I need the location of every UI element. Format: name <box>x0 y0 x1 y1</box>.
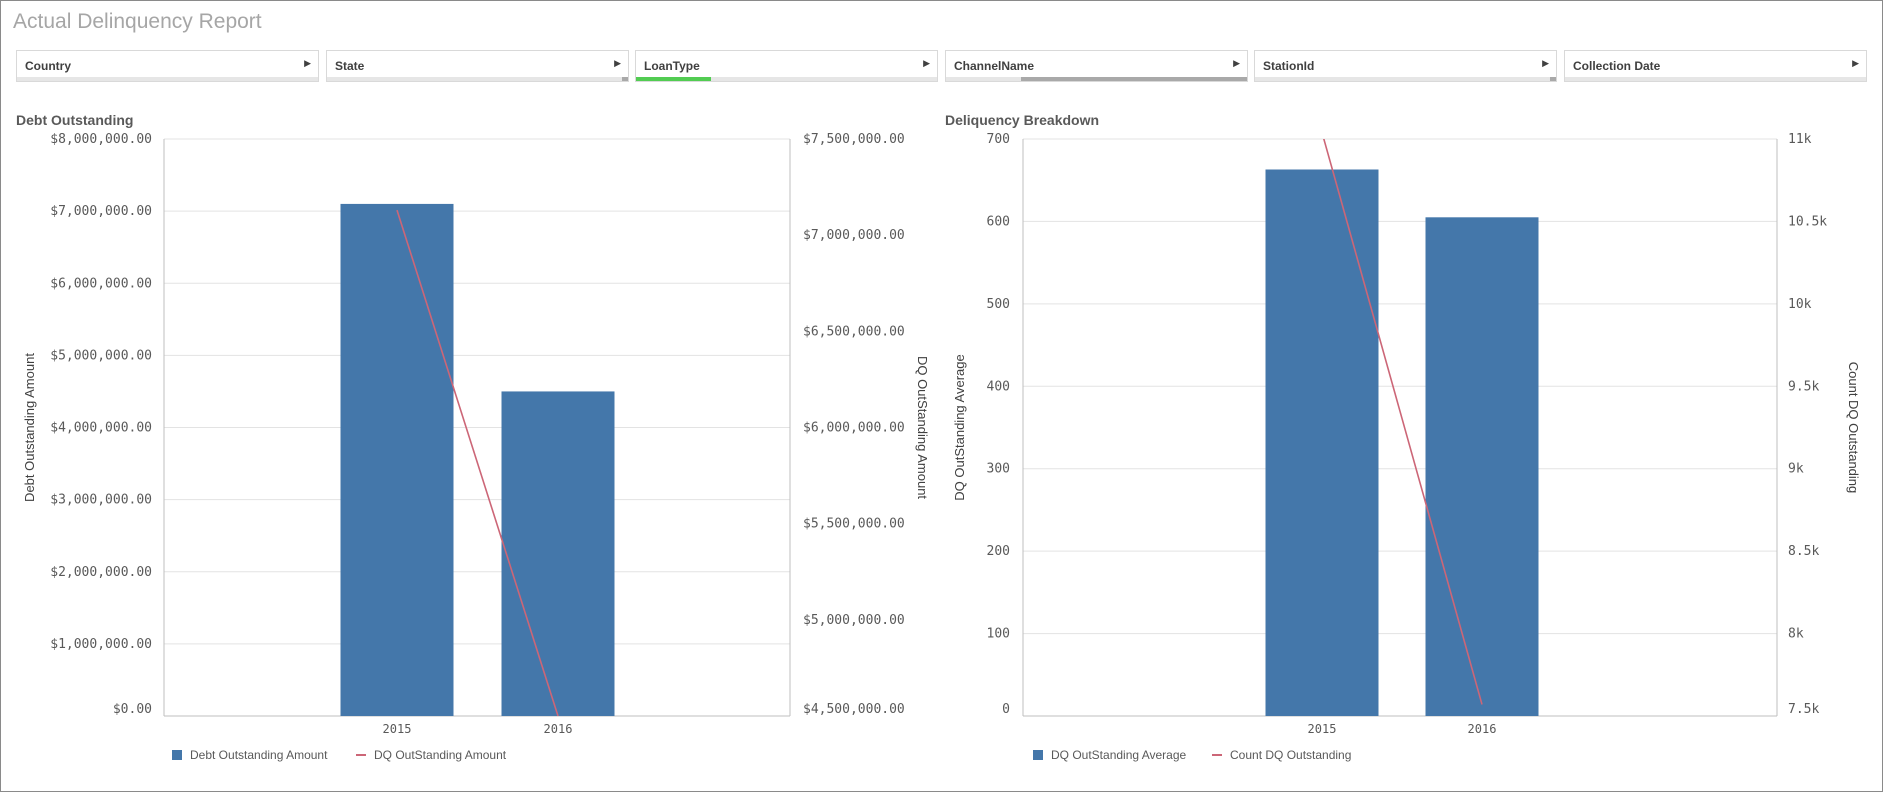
bar <box>501 391 615 716</box>
y2-axis-title: Count DQ Outstanding <box>1846 362 1861 494</box>
filter-bar: Country ▶ State ▶ LoanType ▶ ChannelName… <box>16 50 1869 83</box>
expand-arrow-icon: ▶ <box>614 58 621 68</box>
y2-tick-label: 8k <box>1788 627 1804 642</box>
selection-segment <box>1549 77 1556 81</box>
filter-country[interactable]: Country ▶ <box>16 50 319 82</box>
selection-segment <box>621 77 628 81</box>
selection-bar <box>17 77 318 81</box>
y2-tick-label: $6,000,000.00 <box>803 421 905 436</box>
y-tick-label: 300 <box>987 462 1010 477</box>
filter-label: Collection Date <box>1573 59 1661 73</box>
delinquency-breakdown-title: Deliquency Breakdown <box>945 112 1100 128</box>
expand-arrow-icon: ▶ <box>923 58 930 68</box>
y-tick-label: 400 <box>987 379 1010 394</box>
y2-tick-label: $5,500,000.00 <box>803 517 905 532</box>
legend-line-label: Count DQ Outstanding <box>1230 748 1351 762</box>
y-tick-label: $1,000,000.00 <box>50 637 152 652</box>
y2-tick-label: $7,500,000.00 <box>803 132 905 147</box>
legend-bar-swatch <box>172 750 182 760</box>
filter-stationid[interactable]: StationId ▶ <box>1254 50 1557 82</box>
selection-bar <box>1255 77 1556 81</box>
legend-bar-label: Debt Outstanding Amount <box>190 748 328 762</box>
y2-tick-label: $6,500,000.00 <box>803 324 905 339</box>
filter-label: State <box>335 59 365 73</box>
filter-state[interactable]: State ▶ <box>326 50 629 82</box>
y2-tick-label: 9.5k <box>1788 379 1819 394</box>
filter-label: Country <box>25 59 71 73</box>
x-tick-label: 2015 <box>383 722 412 736</box>
y2-tick-label: 11k <box>1788 132 1812 147</box>
expand-arrow-icon: ▶ <box>1542 58 1549 68</box>
filter-label: LoanType <box>644 59 700 73</box>
y-tick-label: 200 <box>987 544 1010 559</box>
x-tick-label: 2015 <box>1308 722 1337 736</box>
series-line <box>1323 139 1483 705</box>
legend-line-label: DQ OutStanding Amount <box>374 748 507 762</box>
bar <box>1265 169 1379 717</box>
y-tick-label: $6,000,000.00 <box>50 276 152 291</box>
y2-tick-label: $7,000,000.00 <box>803 228 905 243</box>
series-line <box>396 209 559 716</box>
app-title: Actual Delinquency Report <box>13 10 262 33</box>
filter-label: StationId <box>1263 59 1315 73</box>
legend: Debt Outstanding Amount DQ OutStanding Am… <box>172 748 507 762</box>
filter-channelname[interactable]: ChannelName ▶ <box>945 50 1248 82</box>
expand-arrow-icon: ▶ <box>1852 58 1859 68</box>
y-tick-label: 700 <box>987 132 1010 147</box>
delinquency-breakdown-chart[interactable]: 0 100 200 300 400 500 600 700 7.5k 8k 8.5k 9k 9.5k 10… <box>945 130 1880 780</box>
y-tick-label: 100 <box>987 627 1010 642</box>
expand-arrow-icon: ▶ <box>1233 58 1240 68</box>
y-tick-label: 500 <box>987 297 1010 312</box>
y-tick-label: $7,000,000.00 <box>50 204 152 219</box>
y-tick-label: 0 <box>1002 702 1010 717</box>
y2-axis-title: DQ OutStanding Amount <box>915 356 930 499</box>
y-tick-label: $3,000,000.00 <box>50 493 152 508</box>
y2-tick-label: 10.5k <box>1788 214 1827 229</box>
expand-arrow-icon: ▶ <box>304 58 311 68</box>
y-tick-label: 600 <box>987 214 1010 229</box>
debt-outstanding-title: Debt Outstanding <box>16 112 134 128</box>
selection-bar <box>327 77 628 81</box>
y-tick-label: $0.00 <box>113 702 152 717</box>
y2-tick-label: $4,500,000.00 <box>803 702 905 717</box>
legend-bar-swatch <box>1033 750 1043 760</box>
filter-label: ChannelName <box>954 59 1035 73</box>
debt-outstanding-chart[interactable]: $0.00 $1,000,000.00 $2,000,000.00 $3,000,00… <box>0 130 945 780</box>
filter-loantype[interactable]: LoanType ▶ <box>635 50 938 82</box>
y-tick-label: $2,000,000.00 <box>50 565 152 580</box>
filter-collection-date[interactable]: Collection Date ▶ <box>1564 50 1867 82</box>
legend: DQ OutStanding Average Count DQ Outstandi… <box>1033 748 1351 762</box>
y-tick-label: $4,000,000.00 <box>50 421 152 436</box>
selection-bar <box>1565 77 1866 81</box>
x-tick-label: 2016 <box>1468 722 1497 736</box>
y-tick-label: $5,000,000.00 <box>50 348 152 363</box>
y2-tick-label: 8.5k <box>1788 544 1819 559</box>
y-axis-title: Debt Outstanding Amount <box>22 353 37 502</box>
y2-tick-label: 10k <box>1788 297 1812 312</box>
x-tick-label: 2016 <box>544 722 573 736</box>
y2-tick-label: 7.5k <box>1788 702 1819 717</box>
bar <box>1425 217 1539 717</box>
selection-segment <box>1021 77 1247 81</box>
y2-tick-label: $5,000,000.00 <box>803 613 905 628</box>
selection-segment <box>636 77 712 81</box>
selection-bar <box>946 77 1247 81</box>
y-tick-label: $8,000,000.00 <box>50 132 152 147</box>
y2-tick-label: 9k <box>1788 462 1804 477</box>
bar <box>340 203 454 717</box>
legend-bar-label: DQ OutStanding Average <box>1051 748 1187 762</box>
y-axis-title: DQ OutStanding Average <box>952 354 967 500</box>
selection-bar <box>636 77 937 81</box>
